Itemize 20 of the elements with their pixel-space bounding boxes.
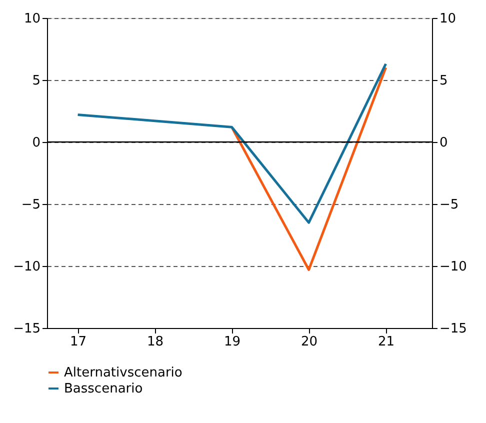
y-tick-label: −5 — [21, 198, 40, 212]
line-series — [76, 62, 388, 224]
y2-tick-label: 5 — [440, 74, 448, 88]
y-tick-label: 0 — [32, 136, 40, 150]
x-tick-label: 18 — [147, 334, 164, 350]
x-tick-label: 21 — [378, 334, 395, 350]
legend-label: Alternativscenario — [64, 366, 182, 380]
legend-label: Basscenario — [64, 382, 143, 396]
y-tick-label: 5 — [32, 74, 40, 88]
y2-tick-label: −10 — [440, 260, 467, 274]
y-tick-label: −15 — [13, 322, 40, 336]
x-tick-label: 20 — [301, 334, 318, 350]
y-tick-label: −10 — [13, 260, 40, 274]
y2-tick-label: 0 — [440, 136, 448, 150]
x-tick-label: 19 — [224, 334, 241, 350]
y2-tick-label: −5 — [440, 198, 459, 212]
x-tick-label: 17 — [70, 334, 87, 350]
y2-tick-label: −15 — [440, 322, 467, 336]
y-tick-label: 10 — [24, 12, 40, 26]
y2-tick-label: 10 — [440, 12, 456, 26]
